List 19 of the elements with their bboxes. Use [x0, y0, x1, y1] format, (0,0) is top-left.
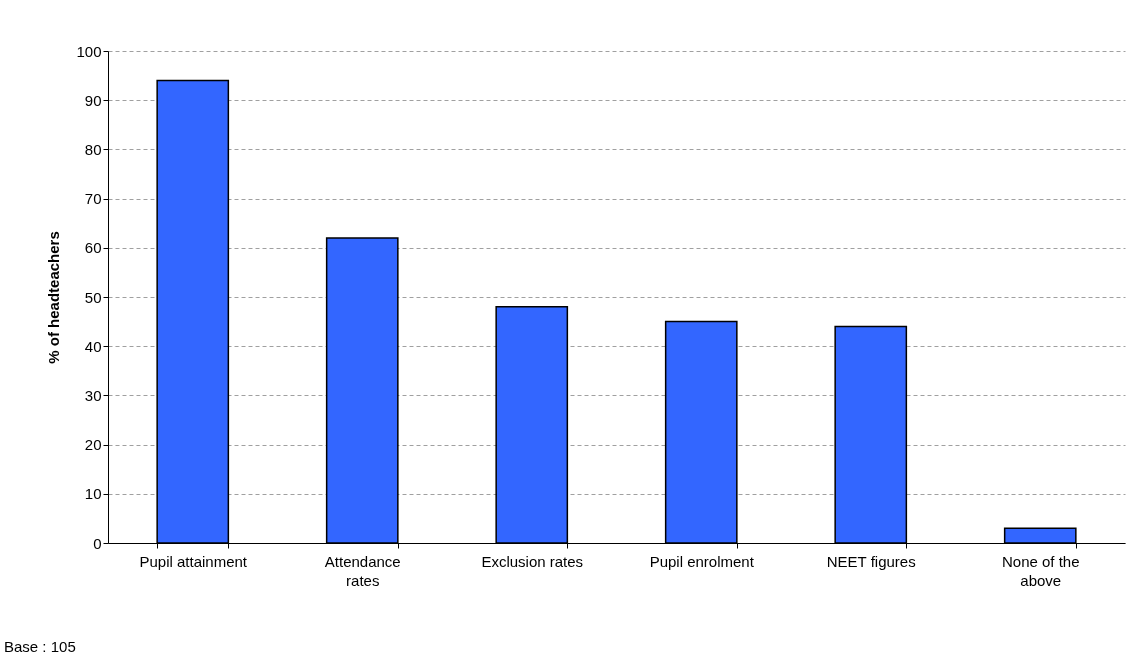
- text: Base : 105: [4, 638, 76, 655]
- y-tick-label: 70: [84, 190, 102, 208]
- x-tick-label: None of the above: [1001, 552, 1080, 589]
- y-tick-label: 40: [84, 337, 102, 355]
- x-tick-label: Exclusion rates: [481, 552, 584, 570]
- y-tick-label: 80: [84, 140, 102, 158]
- y-tick-label: 20: [84, 436, 102, 454]
- y-tick-label: 60: [84, 239, 102, 257]
- y-tick-label: 10: [84, 485, 102, 503]
- y-tick-label: 100: [76, 42, 102, 60]
- y-axis-title: % of headteachers: [45, 231, 63, 364]
- x-tick-label: NEET figures: [826, 552, 916, 570]
- x-tick-label: Pupil attainment: [139, 552, 248, 570]
- y-tick-label: 90: [84, 91, 102, 109]
- x-tick-label: Attendance rates: [324, 552, 401, 589]
- y-tick-label: 50: [84, 288, 102, 306]
- y-tick-label: 30: [84, 386, 102, 404]
- y-tick-label: 0: [93, 534, 102, 552]
- x-tick-label: Pupil enrolment: [649, 552, 755, 570]
